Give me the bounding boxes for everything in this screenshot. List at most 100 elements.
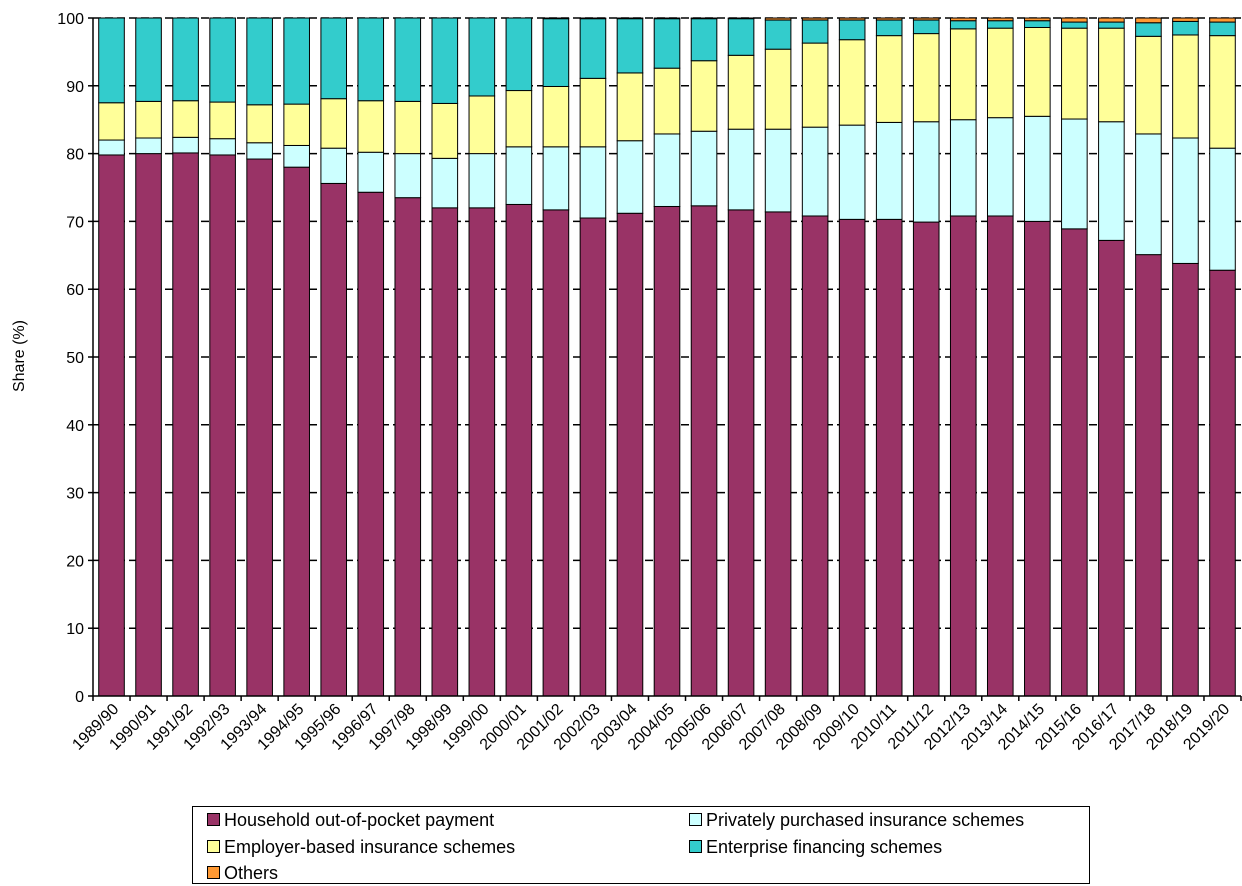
bar-2010-11-series-4 — [875, 17, 903, 21]
bar-2010-11-series-2 — [875, 35, 903, 123]
y-tick-label-70: 70 — [66, 214, 84, 231]
bar-2011-12-series-1 — [912, 121, 940, 223]
x-tick-labels: 1989/901990/911991/921992/931993/941994/… — [69, 701, 1233, 754]
bar-2014-15-series-0 — [1024, 220, 1051, 697]
bar-2018-19-series-1 — [1172, 137, 1199, 264]
bar-2007-08-series-1 — [764, 128, 792, 213]
bar-1999-00-series-1 — [468, 153, 496, 209]
bar-1991-92-series-3 — [172, 17, 199, 102]
bar-1996-97-series-0 — [357, 191, 385, 697]
bar-2013-14-series-0 — [986, 215, 1014, 697]
bar-1998-99-series-3 — [431, 17, 459, 104]
legend-swatch-household — [207, 812, 220, 826]
bar-2017-18-series-0 — [1135, 254, 1162, 697]
bar-1992-93-series-0 — [209, 154, 236, 697]
bar-2000-01-series-1 — [505, 146, 533, 205]
legend-swatch-enterprise — [689, 839, 702, 853]
bar-2017-18-series-4 — [1135, 17, 1162, 24]
bar-2016-17-series-4 — [1098, 17, 1125, 23]
legend-swatch-others — [207, 865, 220, 879]
bar-1989-90-series-2 — [98, 102, 125, 141]
legend: Household out-of-pocket payment Privatel… — [192, 806, 1090, 884]
bar-2013-14-series-1 — [986, 117, 1014, 217]
bar-2006-07-series-0 — [727, 209, 755, 697]
bar-2008-09-series-4 — [801, 17, 829, 21]
bar-1998-99-series-0 — [431, 207, 459, 697]
bar-2015-16-series-1 — [1061, 118, 1088, 230]
legend-label: Others — [224, 863, 279, 883]
bar-2012-13-series-2 — [949, 28, 977, 121]
legend-item-enterprise: Enterprise financing schemes — [689, 837, 942, 857]
bar-2007-08-series-3 — [764, 19, 792, 50]
bar-1990-91-series-2 — [135, 100, 162, 139]
y-tick-label-50: 50 — [66, 350, 84, 367]
bar-2007-08-series-2 — [764, 48, 792, 130]
legend-label: Privately purchased insurance schemes — [706, 810, 1025, 830]
bar-2005-06-series-2 — [690, 60, 718, 132]
bar-2010-11-series-3 — [875, 19, 903, 37]
y-tick-label-90: 90 — [66, 79, 84, 96]
legend-swatch-private-insurance — [689, 812, 702, 826]
bar-2019-20-series-2 — [1209, 35, 1236, 149]
bar-2011-12-series-4 — [912, 17, 940, 21]
bar-2009-10-series-3 — [838, 19, 866, 41]
bar-2015-16-series-4 — [1061, 17, 1088, 23]
bar-2011-12-series-0 — [912, 221, 940, 697]
y-tick-label-20: 20 — [66, 553, 84, 570]
bar-2016-17-series-3 — [1098, 21, 1125, 29]
bar-2012-13-series-1 — [949, 119, 977, 217]
y-tick-label-40: 40 — [66, 418, 84, 435]
bar-2015-16-series-0 — [1061, 228, 1088, 697]
bar-2001-02-series-2 — [542, 85, 570, 148]
bar-2006-07-series-1 — [727, 128, 755, 211]
bar-1999-00-series-3 — [468, 17, 496, 97]
legend-item-others: Others — [207, 863, 278, 883]
bar-1998-99-series-2 — [431, 102, 459, 159]
bar-1991-92-series-0 — [172, 152, 199, 697]
bar-2014-15-series-3 — [1024, 20, 1051, 28]
stacked-bar-chart: 0 10 20 30 40 50 60 70 80 90 100 1989/901990/91199… — [11, 11, 1242, 754]
bar-2014-15-series-4 — [1024, 17, 1051, 22]
bar-1993-94-series-2 — [246, 104, 273, 144]
bar-2006-07-series-3 — [727, 18, 755, 56]
bar-2019-20-series-4 — [1209, 17, 1236, 23]
bar-1993-94-series-0 — [246, 158, 273, 697]
bar-2008-09-series-1 — [801, 126, 829, 217]
bar-2016-17-series-2 — [1098, 27, 1125, 123]
bar-1997-98-series-0 — [394, 197, 422, 697]
bar-2013-14-series-4 — [986, 17, 1014, 22]
bar-2008-09-series-2 — [801, 42, 829, 128]
bar-2009-10-series-4 — [838, 17, 866, 21]
bar-2012-13-series-0 — [949, 215, 977, 697]
bar-2002-03-series-0 — [579, 217, 607, 697]
bar-2005-06-series-0 — [690, 205, 718, 697]
bar-2004-05-series-2 — [653, 67, 681, 135]
bar-2000-01-series-0 — [505, 203, 533, 697]
bar-2005-06-series-3 — [690, 18, 718, 62]
bar-1990-91-series-0 — [135, 153, 162, 697]
bar-2017-18-series-2 — [1135, 35, 1162, 135]
bar-2014-15-series-1 — [1024, 115, 1051, 222]
bar-1991-92-series-2 — [172, 100, 199, 138]
bar-2003-04-series-3 — [616, 18, 644, 74]
bar-1991-92-series-1 — [172, 136, 199, 154]
bar-2013-14-series-2 — [986, 27, 1014, 119]
bar-2004-05-series-0 — [653, 205, 681, 697]
bar-1997-98-series-2 — [394, 100, 422, 155]
bar-2006-07-series-4 — [727, 17, 755, 20]
bar-1992-93-series-1 — [209, 138, 236, 156]
bar-2019-20-series-3 — [1209, 21, 1236, 37]
y-tick-label-0: 0 — [75, 689, 84, 706]
bar-2018-19-series-2 — [1172, 34, 1199, 139]
bar-2016-17-series-0 — [1098, 239, 1125, 697]
bar-1993-94-series-1 — [246, 142, 273, 160]
bar-2011-12-series-2 — [912, 33, 940, 123]
bar-2008-09-series-3 — [801, 19, 829, 44]
y-tick-label-100: 100 — [57, 11, 84, 28]
bar-2012-13-series-4 — [949, 17, 977, 22]
bar-1992-93-series-3 — [209, 17, 236, 103]
bar-2009-10-series-0 — [838, 218, 866, 697]
bar-2000-01-series-2 — [505, 90, 533, 148]
bar-2001-02-series-4 — [542, 17, 570, 20]
bar-2007-08-series-0 — [764, 211, 792, 697]
